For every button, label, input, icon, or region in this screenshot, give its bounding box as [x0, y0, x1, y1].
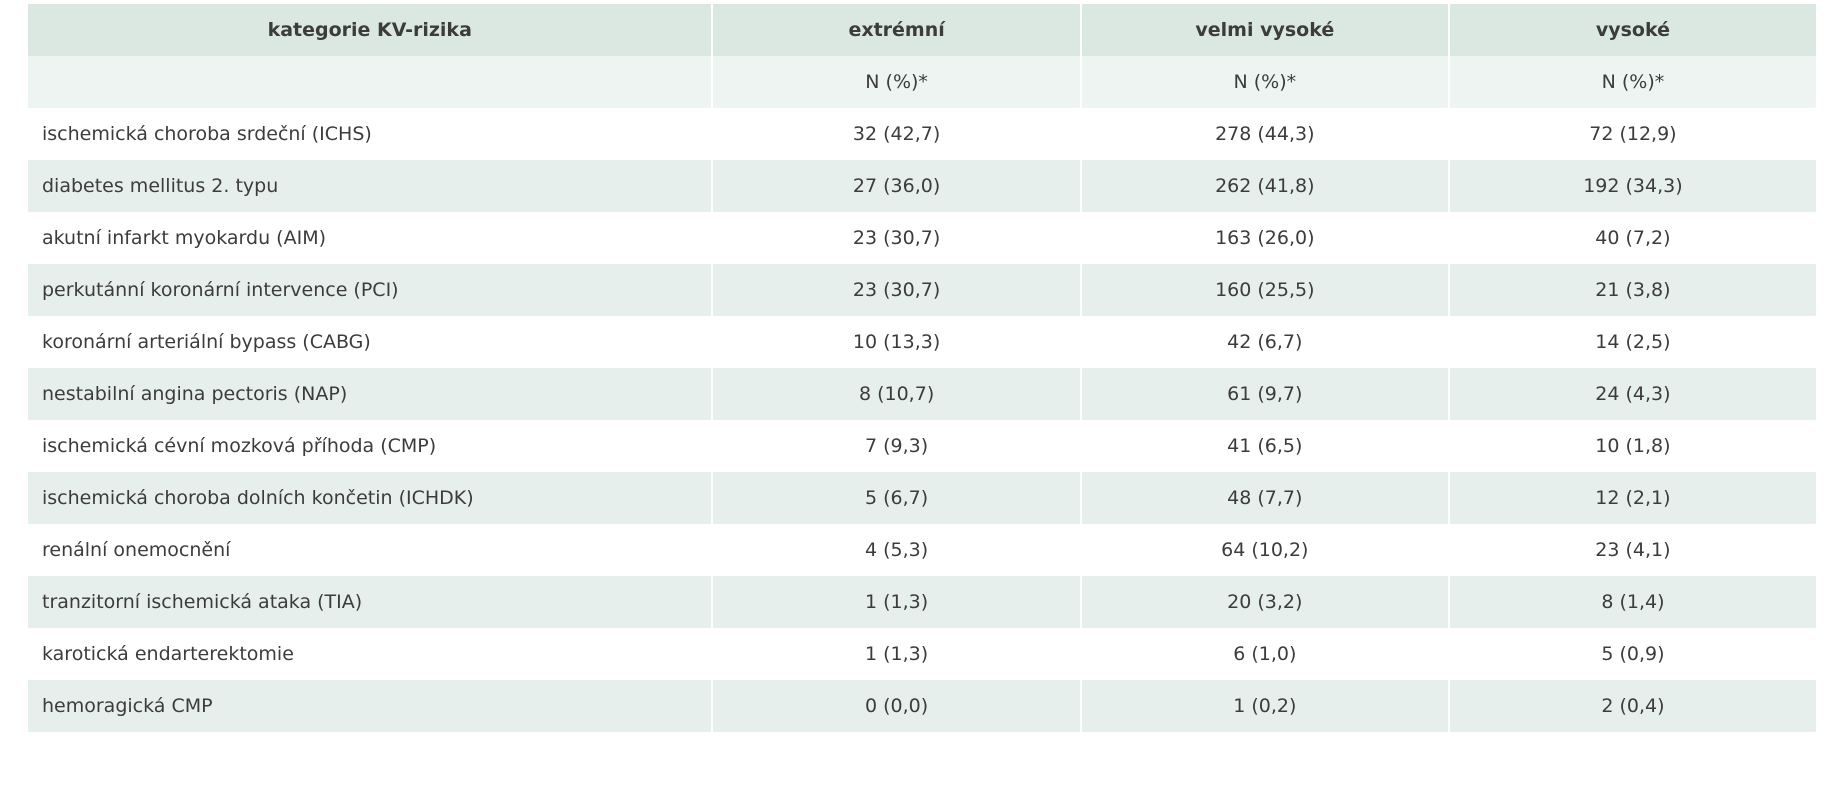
- table-cell: 8 (10,7): [712, 368, 1082, 420]
- table-row: nestabilní angina pectoris (NAP) 8 (10,7)…: [28, 368, 1819, 420]
- table-cell: 192 (34,3): [1448, 160, 1819, 212]
- table-cell: 20 (3,2): [1080, 576, 1450, 628]
- table-row: renální onemocnění 4 (5,3) 64 (10,2) 23 (4,…: [28, 524, 1819, 576]
- row-label: ischemická cévní mozková příhoda (CMP): [28, 420, 714, 472]
- subheader-cell: [28, 56, 714, 108]
- table-cell: 6 (1,0): [1080, 628, 1450, 680]
- header-row: kategorie KV-rizika extrémní velmi vysoké v…: [28, 4, 1819, 56]
- table-cell: 14 (2,5): [1448, 316, 1819, 368]
- table-cell: 10 (13,3): [712, 316, 1082, 368]
- table-cell: 21 (3,8): [1448, 264, 1819, 316]
- row-label: tranzitorní ischemická ataka (TIA): [28, 576, 714, 628]
- row-label: renální onemocnění: [28, 524, 714, 576]
- row-label: koronární arteriální bypass (CABG): [28, 316, 714, 368]
- table-cell: 4 (5,3): [712, 524, 1082, 576]
- table-row: ischemická choroba srdeční (ICHS) 32 (42,…: [28, 108, 1819, 160]
- table-cell: 64 (10,2): [1080, 524, 1450, 576]
- table-cell: 1 (1,3): [712, 628, 1082, 680]
- table-cell: 1 (0,2): [1080, 680, 1450, 732]
- table-cell: 12 (2,1): [1448, 472, 1819, 524]
- table-row: diabetes mellitus 2. typu 27 (36,0) 262 (4…: [28, 160, 1819, 212]
- table-row: hemoragická CMP 0 (0,0) 1 (0,2) 2 (0,4): [28, 680, 1819, 732]
- table-cell: 278 (44,3): [1080, 108, 1450, 160]
- table-cell: 27 (36,0): [712, 160, 1082, 212]
- row-label: akutní infarkt myokardu (AIM): [28, 212, 714, 264]
- table-cell: 262 (41,8): [1080, 160, 1450, 212]
- table-cell: 23 (30,7): [712, 212, 1082, 264]
- table-cell: 5 (0,9): [1448, 628, 1819, 680]
- table-row: akutní infarkt myokardu (AIM) 23 (30,7) 16…: [28, 212, 1819, 264]
- table-cell: 7 (9,3): [712, 420, 1082, 472]
- row-label: karotická endarterektomie: [28, 628, 714, 680]
- subheader-cell: N (%)*: [712, 56, 1082, 108]
- subheader-row: N (%)* N (%)* N (%)*: [28, 56, 1819, 108]
- table-cell: 23 (30,7): [712, 264, 1082, 316]
- row-label: hemoragická CMP: [28, 680, 714, 732]
- table-cell: 163 (26,0): [1080, 212, 1450, 264]
- table-cell: 61 (9,7): [1080, 368, 1450, 420]
- row-label: nestabilní angina pectoris (NAP): [28, 368, 714, 420]
- header-cell: extrémní: [712, 4, 1082, 56]
- table-cell: 10 (1,8): [1448, 420, 1819, 472]
- table-cell: 40 (7,2): [1448, 212, 1819, 264]
- table-cell: 23 (4,1): [1448, 524, 1819, 576]
- header-cell: vysoké: [1448, 4, 1819, 56]
- table-cell: 32 (42,7): [712, 108, 1082, 160]
- row-label: ischemická choroba dolních končetin (ICH…: [28, 472, 714, 524]
- table-row: ischemická choroba dolních končetin (ICH…: [28, 472, 1819, 524]
- row-label: perkutánní koronární intervence (PCI): [28, 264, 714, 316]
- table-cell: 160 (25,5): [1080, 264, 1450, 316]
- table-cell: 8 (1,4): [1448, 576, 1819, 628]
- table-row: karotická endarterektomie 1 (1,3) 6 (1,0) 5…: [28, 628, 1819, 680]
- table-cell: 41 (6,5): [1080, 420, 1450, 472]
- header-cell: velmi vysoké: [1080, 4, 1450, 56]
- table-cell: 24 (4,3): [1448, 368, 1819, 420]
- data-table: kategorie KV-rizika extrémní velmi vysoké v…: [28, 4, 1819, 732]
- table-cell: 5 (6,7): [712, 472, 1082, 524]
- header-cell: kategorie KV-rizika: [28, 4, 714, 56]
- subheader-cell: N (%)*: [1448, 56, 1819, 108]
- row-label: ischemická choroba srdeční (ICHS): [28, 108, 714, 160]
- table-cell: 42 (6,7): [1080, 316, 1450, 368]
- table-cell: 0 (0,0): [712, 680, 1082, 732]
- table-row: perkutánní koronární intervence (PCI) 23 …: [28, 264, 1819, 316]
- table-cell: 1 (1,3): [712, 576, 1082, 628]
- row-label: diabetes mellitus 2. typu: [28, 160, 714, 212]
- table-row: koronární arteriální bypass (CABG) 10 (13…: [28, 316, 1819, 368]
- table-cell: 48 (7,7): [1080, 472, 1450, 524]
- subheader-cell: N (%)*: [1080, 56, 1450, 108]
- table-row: ischemická cévní mozková příhoda (CMP) 7 …: [28, 420, 1819, 472]
- table-cell: 2 (0,4): [1448, 680, 1819, 732]
- table-row: tranzitorní ischemická ataka (TIA) 1 (1,3…: [28, 576, 1819, 628]
- table-cell: 72 (12,9): [1448, 108, 1819, 160]
